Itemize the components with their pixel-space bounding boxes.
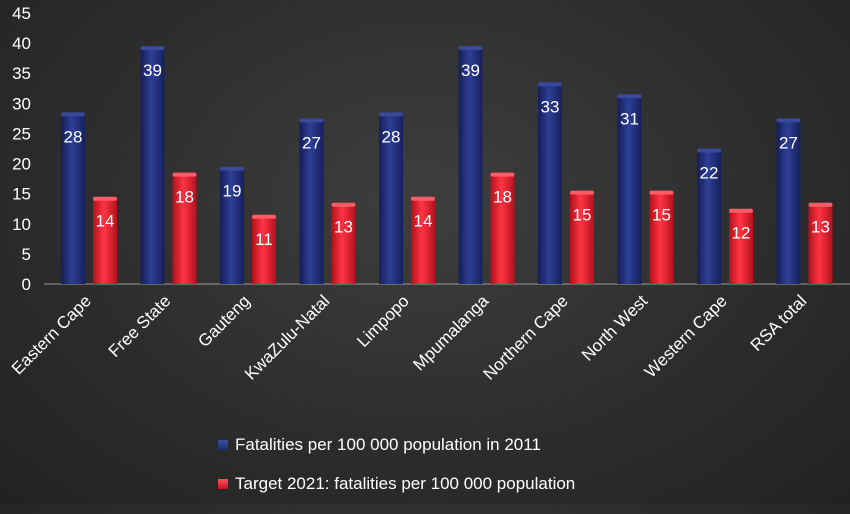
x-axis-labels: Eastern Cape Free State GautengKwaZulu-Nat… [8,291,810,384]
bar-2011 [140,49,165,285]
bar-2011 [538,85,562,285]
legend-item-2011: Fatalities per 100 000 population in 201… [218,435,575,454]
data-label: 13 [811,218,830,237]
legend-label-target: Target 2021: fatalities per 100 000 popu… [235,474,576,493]
bar-top-cap [808,202,833,207]
data-label: 14 [414,212,433,231]
x-tick-label: Northern Cape [480,291,572,383]
x-tick-label: Limpopo [353,291,413,351]
x-tick-label: RSA total [747,291,811,355]
data-label: 28 [64,127,83,146]
data-label: 31 [620,109,639,128]
x-tick-label: North West [578,291,652,365]
bar-top-cap [331,202,356,207]
x-tick-label: Mpumalanga [409,291,492,374]
data-label: 28 [382,127,401,146]
bar-target-2021 [490,175,515,284]
y-tick-label: 15 [12,185,31,204]
bar-2011 [776,121,801,285]
bar-target-2021 [331,205,356,284]
bar-top-cap [93,196,117,201]
data-label: 33 [541,97,560,116]
bars: 28 14 39 18 19 11 27 13 28 14 39 18 33 15 31 15 22 12 27 13 [61,46,833,285]
bar-target-2021 [808,205,833,284]
y-tick-label: 20 [12,155,31,174]
y-tick-label: 0 [22,275,31,294]
bar-top-cap [649,190,674,195]
y-axis: 0 5 10 15 20 25 30 35 40 45 [12,4,31,294]
data-label: 15 [573,206,592,225]
bar-2011 [299,121,324,285]
bar-2011 [220,169,244,284]
data-label: 39 [143,61,162,80]
y-tick-label: 25 [12,124,31,143]
bar-top-cap [729,208,753,213]
bar-top-cap [538,82,562,87]
bar-top-cap [697,148,721,153]
bar-top-cap [172,172,197,177]
bar-target-2021 [649,193,674,284]
bar-2011 [617,97,642,284]
bar-top-cap [458,46,483,51]
bar-2011 [458,49,483,285]
bar-target-2021 [172,175,197,284]
bar-target-2021 [570,193,594,284]
bar-top-cap [570,190,594,195]
legend-swatch-red [218,479,228,489]
bar-top-cap [776,118,801,123]
x-tick-label: KwaZulu-Natal [241,291,333,383]
legend-label-2011: Fatalities per 100 000 population in 201… [235,435,541,454]
bar-top-cap [299,118,324,123]
legend: Fatalities per 100 000 population in 201… [218,435,576,514]
data-label: 18 [493,188,512,207]
bar-2011 [697,151,721,284]
bar-target-2021 [93,199,117,284]
y-tick-label: 5 [22,245,31,264]
data-label: 22 [700,164,719,183]
data-label: 18 [175,188,194,207]
legend-item-target: Target 2021: fatalities per 100 000 popu… [218,474,576,493]
bar-top-cap [411,196,435,201]
data-label: 19 [223,182,242,201]
data-label: 27 [779,133,798,152]
data-label: 27 [302,133,321,152]
bar-top-cap [140,46,165,51]
bar-2011 [379,115,403,284]
y-tick-label: 40 [12,34,31,53]
bar-target-2021 [252,217,276,284]
bar-2011 [61,115,85,284]
bar-target-2021 [411,199,435,284]
y-tick-label: 10 [12,215,31,234]
x-tick-label: Free State [105,291,175,361]
bar-target-2021 [729,211,753,284]
bar-top-cap [61,112,85,117]
x-tick-label: Eastern Cape [8,291,95,378]
data-label: 12 [732,224,751,243]
bar-top-cap [617,94,642,99]
data-label: 39 [461,61,480,80]
data-label: 11 [255,230,273,249]
y-tick-label: 45 [12,4,31,23]
data-label: 15 [652,206,671,225]
bar-top-cap [252,214,276,219]
data-label: 13 [334,218,353,237]
legend-swatch-blue [218,440,228,450]
x-tick-label: Gauteng [194,291,254,351]
bar-top-cap [379,112,403,117]
data-label: 14 [96,212,115,231]
bar-top-cap [220,166,244,171]
bar-top-cap [490,172,515,177]
y-tick-label: 30 [12,94,31,113]
x-tick-label: Western Cape [641,291,731,381]
y-tick-label: 35 [12,64,31,83]
